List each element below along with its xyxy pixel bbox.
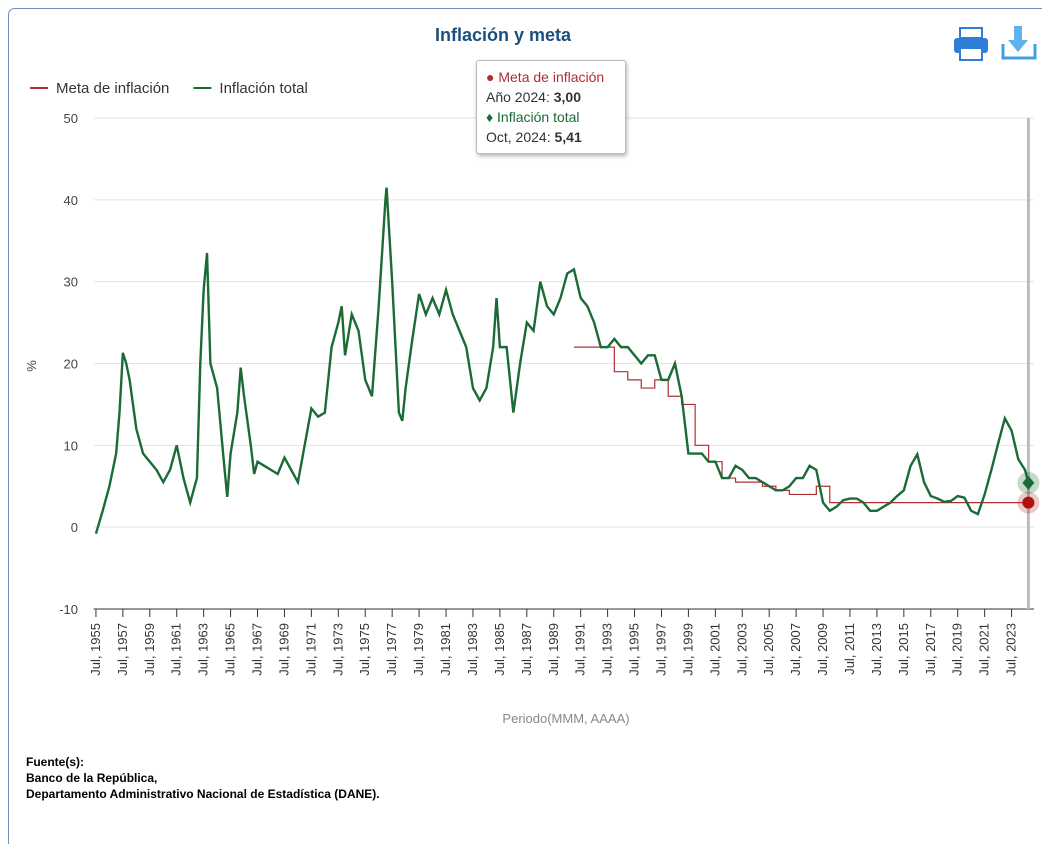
x-tick-label: Jul, 1957 bbox=[115, 623, 130, 676]
legend-label: Meta de inflación bbox=[56, 80, 169, 97]
frame bbox=[8, 8, 1042, 844]
x-tick-label: Jul, 2011 bbox=[842, 623, 857, 675]
x-tick-label: Jul, 1975 bbox=[357, 623, 372, 676]
x-tick-label: Jul, 2019 bbox=[950, 623, 965, 676]
x-tick-label: Jul, 2023 bbox=[1004, 623, 1019, 676]
x-tick-label: Jul, 1977 bbox=[384, 623, 399, 676]
x-tick-label: Jul, 2009 bbox=[815, 623, 830, 676]
y-tick-label: 20 bbox=[64, 357, 78, 372]
hover-marker bbox=[1022, 475, 1035, 490]
x-tick-label: Jul, 1987 bbox=[519, 623, 534, 676]
x-tick-label: Jul, 1995 bbox=[627, 623, 642, 676]
x-tick-label: Jul, 1983 bbox=[465, 623, 480, 676]
x-tick-label: Jul, 1997 bbox=[653, 623, 668, 676]
x-tick-label: Jul, 1967 bbox=[250, 623, 265, 676]
x-tick-label: Jul, 1993 bbox=[600, 623, 615, 676]
x-tick-label: Jul, 1971 bbox=[303, 623, 318, 676]
tooltip: ● Meta de inflación Año 2024: 3,00 ♦ Inf… bbox=[476, 60, 626, 154]
x-tick-label: Jul, 1963 bbox=[196, 623, 211, 676]
y-tick-label: 50 bbox=[64, 111, 78, 126]
y-tick-label: 40 bbox=[64, 193, 78, 208]
download-icon[interactable] bbox=[1001, 26, 1037, 60]
hover-marker bbox=[1022, 496, 1035, 509]
x-tick-label: Jul, 1965 bbox=[223, 623, 238, 676]
source-line: Banco de la República, bbox=[26, 771, 158, 785]
x-axis-label: Periodo(MMM, AAAA) bbox=[502, 711, 629, 726]
tooltip-value: 3,00 bbox=[553, 89, 581, 105]
x-tick-label: Jul, 1999 bbox=[680, 623, 695, 676]
tooltip-series: ♦ Inflación total bbox=[486, 109, 580, 125]
x-tick-label: Jul, 1969 bbox=[276, 623, 291, 676]
x-tick-label: Jul, 2007 bbox=[788, 623, 803, 676]
tooltip-value: 5,41 bbox=[554, 129, 582, 145]
series-line bbox=[573, 346, 1029, 504]
x-tick-label: Jul, 1979 bbox=[411, 623, 426, 676]
series-line bbox=[94, 187, 1030, 535]
tooltip-row: Oct, 2024: 5,41 bbox=[486, 127, 616, 147]
y-tick-label: 0 bbox=[71, 520, 78, 535]
tooltip-x: Oct, 2024: bbox=[486, 129, 551, 145]
x-tick-label: Jul, 2005 bbox=[761, 623, 776, 676]
tooltip-series-name: Inflación total bbox=[497, 109, 580, 125]
x-tick-label: Jul, 2017 bbox=[923, 623, 938, 676]
y-tick-label: 10 bbox=[64, 438, 78, 453]
x-tick-label: Jul, 1981 bbox=[438, 623, 453, 676]
source-line: Fuente(s): bbox=[26, 755, 84, 769]
x-tick-label: Jul, 2015 bbox=[896, 623, 911, 676]
print-icon[interactable] bbox=[954, 27, 988, 61]
x-tick-label: Jul, 2013 bbox=[869, 623, 884, 676]
source: Fuente(s): Banco de la República, Depart… bbox=[26, 754, 380, 802]
x-tick-label: Jul, 2021 bbox=[977, 623, 992, 676]
x-tick-label: Jul, 1959 bbox=[142, 623, 157, 676]
x-tick-label: Jul, 1973 bbox=[330, 623, 345, 676]
x-tick-label: Jul, 1989 bbox=[546, 623, 561, 676]
legend-label: Inflación total bbox=[219, 80, 307, 97]
chart-title: Inflación y meta bbox=[435, 25, 572, 45]
y-tick-label: -10 bbox=[59, 602, 78, 617]
source-line: Departamento Administrativo Nacional de … bbox=[26, 787, 380, 801]
x-tick-label: Jul, 1985 bbox=[492, 623, 507, 676]
y-tick-label: 30 bbox=[64, 275, 78, 290]
x-tick-label: Jul, 1955 bbox=[88, 623, 103, 676]
tooltip-series: ● Meta de inflación bbox=[486, 69, 605, 85]
tooltip-series-name: Meta de inflación bbox=[498, 69, 605, 85]
tooltip-row: Año 2024: 3,00 bbox=[486, 87, 616, 107]
x-tick-label: Jul, 2001 bbox=[707, 623, 722, 676]
y-axis-label: % bbox=[24, 360, 39, 372]
x-tick-label: Jul, 2003 bbox=[734, 623, 749, 676]
x-tick-label: Jul, 1991 bbox=[573, 623, 588, 676]
tooltip-x: Año 2024: bbox=[486, 89, 550, 105]
x-tick-label: Jul, 1961 bbox=[169, 623, 184, 676]
